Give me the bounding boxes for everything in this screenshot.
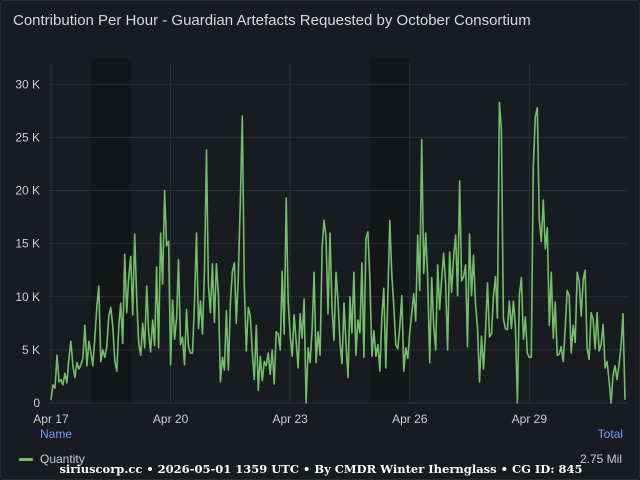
series-line-quantity[interactable] (50, 101, 626, 404)
x-axis-ticks: Apr 17 Apr 20 Apr 23 Apr 26 Apr 29 (33, 412, 547, 426)
shaded-range-0 (90, 59, 131, 403)
legend-item-quantity[interactable]: Quantity (19, 452, 85, 466)
y-axis-ticks: 0 5 K 10 K 15 K 20 K 25 K 30 K (15, 77, 40, 410)
y-tick-label: 30 K (15, 77, 40, 91)
y-tick-label: 25 K (15, 130, 40, 144)
legend-label: Quantity (40, 452, 85, 466)
y-tick-label: 0 (33, 396, 40, 410)
x-tick-label: Apr 20 (153, 412, 189, 426)
x-tick-label: Apr 17 (33, 412, 69, 426)
panel-title: Contribution Per Hour - Guardian Artefac… (13, 12, 531, 29)
y-tick-label: 15 K (15, 237, 40, 251)
legend-total-header[interactable]: Total (597, 427, 623, 441)
x-tick-label: Apr 29 (512, 412, 548, 426)
x-tick-label: Apr 26 (392, 412, 428, 426)
y-tick-label: 10 K (15, 290, 40, 304)
shaded-regions (90, 59, 410, 403)
y-tick-label: 5 K (22, 343, 40, 357)
y-tick-label: 20 K (15, 184, 40, 198)
legend-name-header[interactable]: Name (40, 427, 73, 441)
footer-watermark: siriuscorp.cc • 2026-05-01 1359 UTC • By… (59, 462, 583, 476)
x-tick-label: Apr 23 (272, 412, 308, 426)
legend-total-value: 2.75 Mil (579, 452, 622, 466)
legend-swatch (19, 457, 33, 461)
